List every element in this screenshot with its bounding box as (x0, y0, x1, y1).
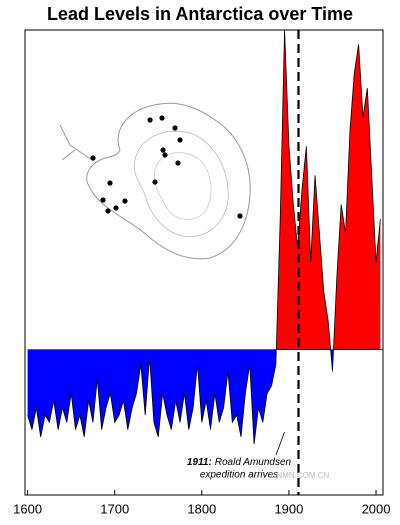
x-tick-label: 1600 (13, 501, 42, 516)
annotation-arrow (275, 431, 285, 456)
x-tick-label: 1800 (187, 501, 216, 516)
annotation-text: 1911: Roald Amundsen (187, 457, 292, 468)
area-above (276, 30, 381, 350)
annotation-body: Roald Amundsen (215, 457, 292, 468)
x-tick-label: 2000 (362, 501, 391, 516)
antarctica-map (59, 102, 251, 260)
x-tick-label: 1900 (274, 501, 303, 516)
x-tick-label: 1700 (100, 501, 129, 516)
data-line (27, 29, 381, 445)
annotation-text-2: expedition arrives (200, 470, 278, 481)
annotation-year: 1911: (187, 457, 212, 468)
chart-title: Lead Levels in Antarctica over Time (47, 4, 353, 24)
plot-frame (24, 29, 384, 496)
watermark: CNMN.COM.CN (271, 471, 330, 480)
